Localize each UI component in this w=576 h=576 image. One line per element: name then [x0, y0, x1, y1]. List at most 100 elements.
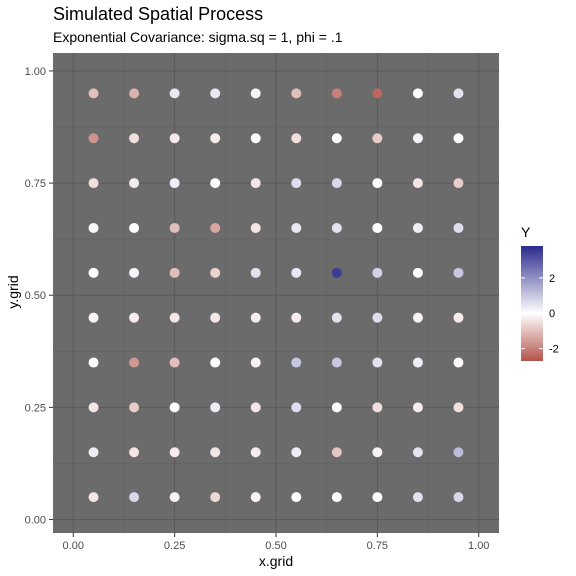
- data-point: [250, 492, 261, 503]
- data-point: [129, 357, 140, 368]
- data-point: [453, 222, 464, 233]
- legend-tick-label: -2: [549, 344, 559, 356]
- data-point: [210, 88, 221, 99]
- data-point: [129, 312, 140, 323]
- data-point: [291, 178, 302, 189]
- y-axis-title: y.grid: [5, 275, 21, 308]
- data-point: [250, 133, 261, 144]
- data-point: [331, 357, 342, 368]
- data-point: [453, 402, 464, 413]
- data-point: [453, 178, 464, 189]
- data-point: [372, 178, 383, 189]
- data-point: [331, 133, 342, 144]
- data-point: [372, 88, 383, 99]
- data-point: [412, 222, 423, 233]
- data-point: [210, 222, 221, 233]
- data-point: [372, 267, 383, 278]
- legend-title: Y: [521, 224, 531, 240]
- legend-tick-label: 2: [549, 273, 555, 285]
- data-point: [169, 88, 180, 99]
- data-point: [169, 178, 180, 189]
- data-point: [169, 267, 180, 278]
- data-point: [210, 178, 221, 189]
- data-point: [250, 88, 261, 99]
- data-point: [331, 492, 342, 503]
- data-point: [210, 133, 221, 144]
- data-point: [129, 492, 140, 503]
- data-point: [412, 178, 423, 189]
- data-point: [169, 402, 180, 413]
- data-point: [129, 222, 140, 233]
- grid-lines: [53, 53, 499, 533]
- data-point: [372, 133, 383, 144]
- data-point: [291, 492, 302, 503]
- data-point: [372, 357, 383, 368]
- data-point: [129, 402, 140, 413]
- x-tick-label: 1.00: [468, 540, 489, 552]
- data-point: [453, 492, 464, 503]
- data-point: [412, 357, 423, 368]
- data-point: [210, 492, 221, 503]
- data-point: [412, 447, 423, 458]
- data-point: [129, 447, 140, 458]
- data-point: [250, 402, 261, 413]
- data-point: [291, 402, 302, 413]
- y-tick-label: 0.00: [25, 515, 46, 527]
- data-point: [331, 402, 342, 413]
- data-point: [291, 312, 302, 323]
- data-point: [169, 492, 180, 503]
- data-point: [88, 88, 99, 99]
- data-point: [88, 357, 99, 368]
- data-point: [250, 267, 261, 278]
- data-point: [88, 267, 99, 278]
- chart-title: Simulated Spatial Process: [53, 4, 264, 24]
- data-point: [169, 447, 180, 458]
- data-point: [331, 178, 342, 189]
- data-point: [372, 447, 383, 458]
- legend-tick-label: 0: [549, 308, 555, 320]
- data-point: [250, 312, 261, 323]
- y-tick-label: 0.25: [25, 402, 46, 414]
- axes: 0.00 0.25 0.50 0.75 1.00 0.00 0.25 0.50 0.75 1.00: [25, 66, 490, 552]
- data-point: [372, 312, 383, 323]
- data-point: [331, 447, 342, 458]
- chart-subtitle: Exponential Covariance: sigma.sq = 1, ph…: [53, 29, 343, 45]
- data-point: [88, 447, 99, 458]
- data-point: [412, 88, 423, 99]
- data-point: [129, 267, 140, 278]
- data-point: [250, 222, 261, 233]
- data-point: [250, 357, 261, 368]
- data-point: [250, 447, 261, 458]
- data-point: [331, 267, 342, 278]
- data-point: [210, 267, 221, 278]
- data-point: [88, 133, 99, 144]
- data-point: [453, 88, 464, 99]
- data-point: [129, 133, 140, 144]
- x-tick-label: 0.00: [63, 540, 84, 552]
- data-point: [88, 492, 99, 503]
- data-point: [88, 222, 99, 233]
- data-point: [453, 267, 464, 278]
- data-point: [453, 133, 464, 144]
- x-tick-label: 0.50: [265, 540, 286, 552]
- y-tick-label: 0.75: [25, 178, 46, 190]
- data-point: [412, 267, 423, 278]
- legend-colorbar: [521, 246, 543, 361]
- data-point: [291, 447, 302, 458]
- x-tick-label: 0.75: [367, 540, 388, 552]
- data-point: [331, 88, 342, 99]
- y-tick-label: 1.00: [25, 66, 46, 78]
- data-point: [88, 312, 99, 323]
- data-point: [250, 178, 261, 189]
- data-point: [453, 312, 464, 323]
- data-points: [88, 88, 464, 503]
- data-point: [291, 357, 302, 368]
- y-tick-label: 0.50: [25, 290, 46, 302]
- data-point: [169, 133, 180, 144]
- legend: Y 2 0 -2: [521, 224, 559, 361]
- data-point: [88, 178, 99, 189]
- data-point: [210, 357, 221, 368]
- data-point: [291, 133, 302, 144]
- data-point: [331, 312, 342, 323]
